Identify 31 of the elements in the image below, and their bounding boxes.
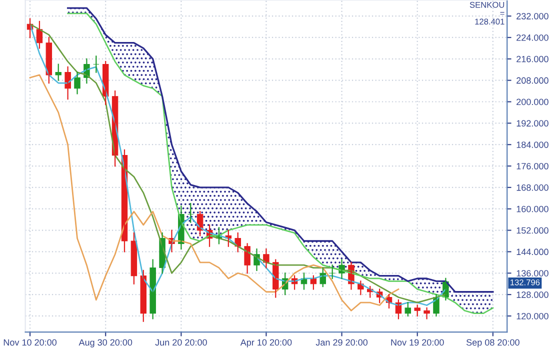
- y-tick-label: 144.000: [516, 248, 548, 256]
- y-tick-label: 176.000: [516, 162, 548, 170]
- annotation: SENKOU = 128.401: [470, 2, 504, 25]
- x-tick-label: Nov 10 20:00: [4, 339, 57, 346]
- x-tick-label: Aug 30 20:00: [78, 339, 132, 348]
- candlestick: [329, 264, 336, 280]
- x-tick-label: Jan 29 20:00: [316, 339, 368, 346]
- candlestick: [93, 56, 100, 73]
- y-tick-label: 200.000: [516, 98, 548, 106]
- y-tick-label: 232.000: [516, 13, 548, 20]
- candlestick: [404, 302, 412, 317]
- candlestick: [414, 304, 420, 317]
- text: 132.796: [510, 279, 540, 286]
- y-tick-label: 136.000: [516, 270, 548, 276]
- candlestick: [55, 64, 62, 81]
- y-tick-label: 168.000: [516, 184, 548, 191]
- y-tick-label: 128.000: [516, 292, 548, 298]
- y-tick-label: 224.000: [516, 34, 548, 41]
- x-tick-label: Apr 10 20:00: [240, 339, 292, 348]
- x-tick-label: Nov 19 20:00: [391, 339, 444, 346]
- y-tick-label: 208.000: [516, 77, 548, 84]
- x-tick-label: Sep 08 20:00: [466, 339, 520, 348]
- y-tick-label: 184.000: [516, 142, 548, 148]
- y-tick-label: 120.000: [516, 312, 548, 320]
- y-tick-label: 216.000: [516, 56, 548, 62]
- x-tick-label: Jun 20 20:00: [155, 339, 207, 346]
- y-tick-label: 160.000: [516, 206, 548, 212]
- y-tick-label: 152.000: [516, 227, 548, 234]
- y-tick-label: 192.000: [516, 120, 548, 127]
- line-series: [29, 74, 400, 312]
- candlestick: [188, 202, 194, 223]
